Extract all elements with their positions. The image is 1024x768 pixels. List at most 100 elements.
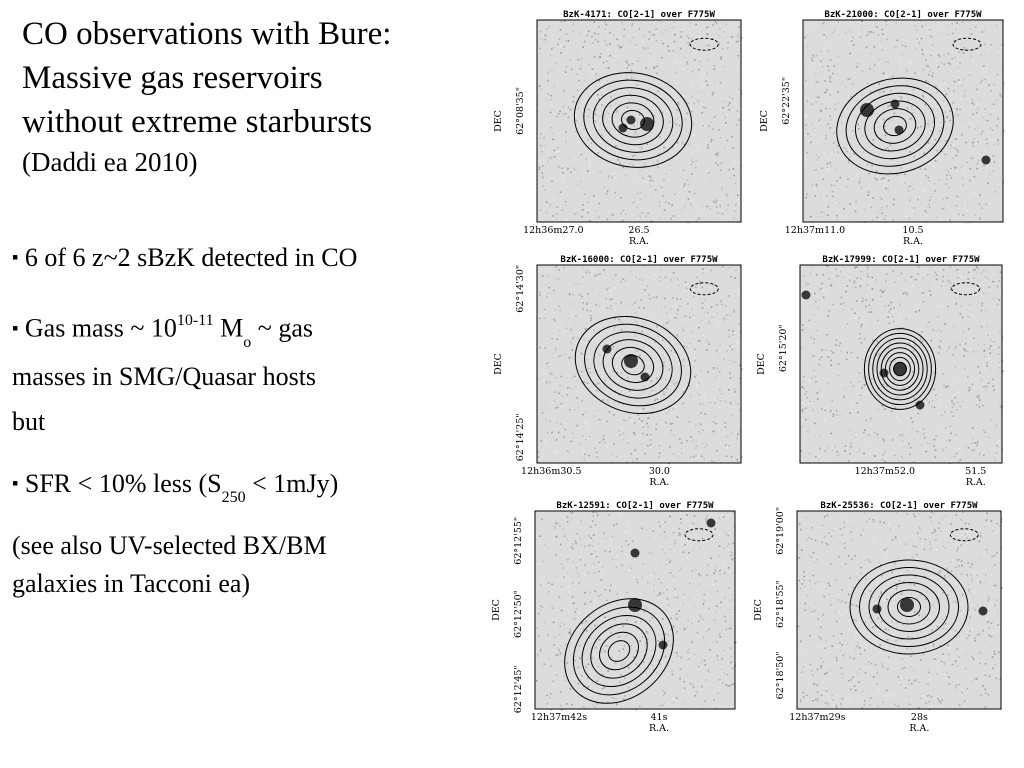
bullet-text-suffix: ~ gas [251,313,313,343]
negative-contour [684,528,714,542]
dec-tick-label: 62°12'50" [513,590,524,638]
bullet-marker-icon: ▪ [12,317,19,338]
contour-level [873,108,917,144]
contour-level [593,331,673,399]
panel-title: BzK-21000: CO[2-1] over F775W [824,10,982,20]
contour-level [611,346,655,384]
galaxy-source [900,598,914,612]
dec-tick-label: 62°12'45" [513,665,524,713]
contour-level [573,72,693,168]
but-text: but [12,407,46,436]
galaxy-source [624,354,638,368]
galaxy-source [658,640,668,650]
contour-level [581,614,657,688]
dec-axis-label: DEC [493,110,504,132]
title-line-1: CO observations with Bure: [22,16,392,52]
galaxy-source [618,123,628,133]
ra-tick-label: 12h37m42s [531,712,587,723]
galaxy-source [640,117,654,131]
contour-level [872,337,928,401]
ra-axis-label: R.A. [629,236,649,247]
see-also-note: (see also UV-selected BX/BM galaxies in … [12,527,482,603]
negative-contour [949,528,979,542]
dec-axis-label: DEC [491,599,502,621]
slide-title: CO observations with Bure: Massive gas r… [22,12,492,180]
contour-level [883,115,907,137]
dec-tick-label: 62°18'55" [775,580,786,628]
image-noise [797,511,1003,711]
dec-tick-label: 62°14'25" [515,413,526,461]
dec-tick-label: 62°12'55" [513,517,524,565]
negative-contour [689,282,719,296]
co-contours [863,328,937,410]
contour-level [599,631,639,671]
contour-level [584,323,682,407]
ra-axis-label: R.A. [909,723,929,734]
galaxy-source [628,598,642,612]
panel-title: BzK-4171: CO[2-1] over F775W [563,10,715,20]
bullet-gas-mass: ▪ Gas mass ~ 1010-11 Mo ~ gas masses in … [12,304,482,396]
ra-tick-label: 12h37m29s [789,712,845,723]
contour-level [876,342,924,396]
ra-tick-label: 10.5 [902,225,923,236]
galaxy-source [801,290,811,300]
dec-axis-label: DEC [756,353,767,375]
contour-level [854,92,936,160]
bullet-text: Gas mass ~ 10 [24,313,177,343]
contour-level [893,361,907,377]
image-noise [803,20,1005,224]
co-contours [573,72,693,168]
galaxy-source [893,362,907,376]
panel-title: BzK-12591: CO[2-1] over F775W [556,501,714,511]
galaxy-source [894,125,904,135]
galaxy-source [981,155,991,165]
dec-tick-label: 62°15'20" [778,324,789,372]
contour-panel: BzK-16000: CO[2-1] over F775W 62°14'30" 62… [487,253,751,493]
dec-tick-label: 62°18'50" [775,651,786,699]
bullet-marker-icon: ▪ [12,247,19,267]
contour-plot: BzK-25536: CO[2-1] over F775W 62°19'00" 62… [753,501,1003,734]
contour-level [572,606,666,696]
flux-subscript: 250 [221,489,246,507]
dec-tick-label: 62°08'35" [515,87,526,135]
contour-level [864,100,926,152]
ra-tick-label: 12h37m11.0 [785,225,845,236]
image-noise [537,20,743,224]
image-noise [535,511,737,711]
contour-panel: BzK-4171: CO[2-1] over F775W 62°08'35" DEC… [487,8,751,252]
contour-plot: BzK-21000: CO[2-1] over F775W 62°22'35" DE… [759,10,1005,247]
unit-subscript: o [243,333,252,351]
ra-axis-label: R.A. [966,477,986,488]
dec-tick-label: 62°22'35" [781,77,792,125]
galaxy-source [626,115,636,125]
contour-level [868,574,950,640]
contour-level [602,94,664,146]
co-contours [564,598,674,704]
contour-level [611,102,655,138]
galaxy-source [706,518,716,528]
contour-level [621,109,645,131]
ra-axis-label: R.A. [649,477,669,488]
dec-axis-label: DEC [753,599,764,621]
ra-tick-label: 12h36m27.0 [523,225,583,236]
image-noise [800,265,1004,465]
dec-axis-label: DEC [493,353,504,375]
contour-plot: BzK-17999: CO[2-1] over F775W 62°15'20" DE… [756,255,1004,488]
ra-tick-label: 28s [911,712,928,723]
contour-level [897,597,921,617]
contour-level [863,328,937,410]
galaxy-source [872,604,882,614]
contour-panel: BzK-21000: CO[2-1] over F775W 62°22'35" DE… [753,8,1013,252]
galaxy-source [915,400,925,410]
panel-title: BzK-16000: CO[2-1] over F775W [560,255,718,265]
contour-level [884,352,916,386]
exponent: 10-11 [176,312,214,329]
negative-contour [951,282,981,296]
co-contours [849,559,969,655]
panel-title: BzK-25536: CO[2-1] over F775W [820,501,978,511]
contour-level [583,79,683,161]
co-contours [574,315,692,415]
ra-tick-label: 12h36m30.5 [521,466,581,477]
contour-level [868,332,932,406]
galaxy-source [978,606,988,616]
